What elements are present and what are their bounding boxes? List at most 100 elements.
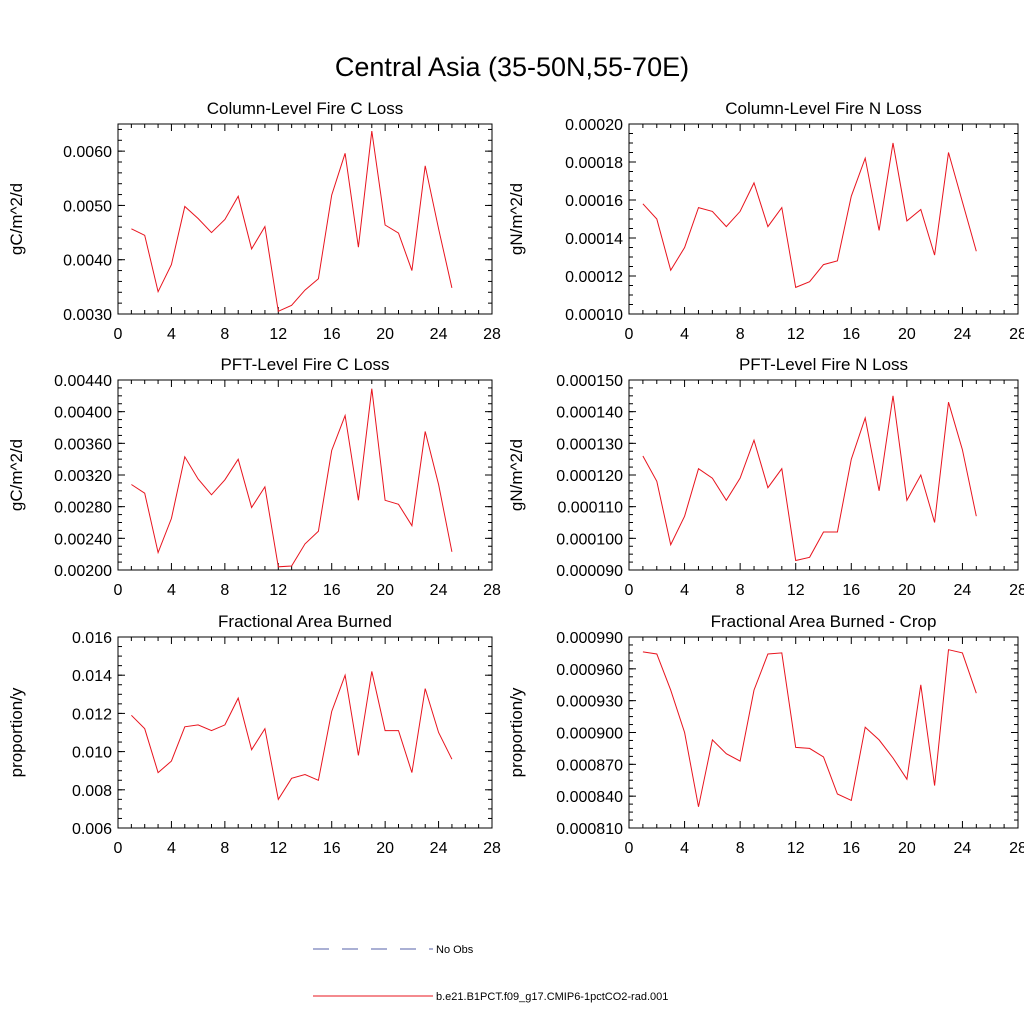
y-tick-label: 0.000150 [556,373,623,390]
y-tick-label: 0.000110 [557,500,623,517]
y-tick-label: 0.00016 [565,193,623,210]
y-tick-label: 0.010 [72,745,112,762]
panel-title: Column-Level Fire C Loss [207,99,404,118]
x-tick-label: 4 [167,582,176,599]
y-tick-label: 0.00018 [565,155,623,172]
y-tick-label: 0.016 [72,630,112,647]
y-tick-label: 0.00014 [565,231,623,248]
x-tick-label: 0 [114,840,123,857]
legend: No Obs b.e21.B1PCT.f09_g17.CMIP6-1pctCO2… [313,944,668,1003]
y-tick-label: 0.000140 [556,405,623,422]
y-tick-label: 0.006 [72,821,112,838]
x-tick-label: 16 [323,840,341,857]
legend-label-model: b.e21.B1PCT.f09_g17.CMIP6-1pctCO2-rad.00… [436,991,668,1003]
y-tick-label: 0.00010 [565,307,623,324]
y-tick-label: 0.008 [72,783,112,800]
series-line [131,671,453,801]
x-tick-label: 16 [842,582,860,599]
panel-title: Column-Level Fire N Loss [725,99,922,118]
y-tick-label: 0.000900 [556,726,623,743]
x-tick-label: 24 [954,582,972,599]
x-tick-label: 28 [483,326,501,343]
panel-1: 0 4 8 12 16 20 24 28 0.0030 0.0040 0.0050 0.0060 Col… [7,99,501,343]
y-axis-label: gC/m^2/d [7,439,26,511]
x-tick-label: 20 [898,840,916,857]
x-tick-label: 12 [787,582,805,599]
x-tick-label: 4 [167,840,176,857]
plot-frame [628,636,1019,829]
y-tick-label: 0.000840 [556,789,623,806]
panel-title: PFT-Level Fire C Loss [220,355,389,374]
panel-4: 0 4 8 12 16 20 24 28 0.000090 0.000100 0.000110 0.0… [507,355,1024,599]
x-tick-label: 28 [483,840,501,857]
plot-frame [117,123,493,315]
y-tick-label: 0.00400 [54,405,112,422]
x-tick-label: 24 [954,326,972,343]
plot-frame [628,123,1019,315]
y-axis-label: gN/m^2/d [507,183,526,255]
y-tick-label: 0.000870 [556,757,623,774]
y-axis-label: proportion/y [507,687,526,777]
panel-2: 0 4 8 12 16 20 24 28 0.00010 0.00012 0.00014 0.0001… [507,99,1024,343]
x-tick-label: 16 [842,840,860,857]
y-tick-label: 0.00012 [565,269,623,286]
y-axis-label: gC/m^2/d [7,183,26,255]
x-tick-label: 16 [323,326,341,343]
y-tick-label: 0.0030 [63,307,112,324]
x-tick-label: 0 [625,582,634,599]
y-tick-label: 0.00200 [54,563,112,580]
x-tick-label: 4 [680,582,689,599]
x-tick-label: 12 [269,840,287,857]
figure-title: Central Asia (35-50N,55-70E) [335,52,689,82]
x-tick-label: 28 [1009,326,1024,343]
x-tick-label: 28 [1009,582,1024,599]
panel-6: 0 4 8 12 16 20 24 28 0.000810 0.000840 0.000870 0.0… [507,612,1024,857]
y-tick-label: 0.000100 [556,531,623,548]
series-line [642,395,977,562]
y-axis-label: gN/m^2/d [507,439,526,511]
x-tick-label: 0 [114,326,123,343]
x-tick-label: 20 [376,326,394,343]
x-tick-label: 4 [680,840,689,857]
x-tick-label: 0 [625,840,634,857]
x-tick-label: 24 [430,840,448,857]
x-tick-label: 8 [736,326,745,343]
y-tick-label: 0.0040 [63,253,112,270]
y-tick-label: 0.000960 [556,662,623,679]
x-tick-label: 8 [736,840,745,857]
y-tick-label: 0.0050 [63,198,112,215]
x-tick-label: 24 [954,840,972,857]
x-tick-label: 12 [269,326,287,343]
x-tick-label: 16 [842,326,860,343]
panels: 0 4 8 12 16 20 24 280.00300.00400.00500.0060Col… [7,99,1024,857]
legend-label-no-obs: No Obs [436,944,474,956]
panel-title: PFT-Level Fire N Loss [739,355,908,374]
series-line [642,142,977,289]
panel-5: 0 4 8 12 16 20 24 28 0.006 0.008 0.010 0.012 0.014 0.… [7,612,501,857]
series-line [131,131,453,313]
panel-title: Fractional Area Burned [218,612,392,631]
x-tick-label: 20 [376,582,394,599]
series-line [642,649,977,807]
panel-3: 0 4 8 12 16 20 24 28 0.00200 0.00240 0.00280 0.0032… [7,355,501,599]
x-tick-label: 24 [430,326,448,343]
y-tick-label: 0.00280 [54,500,112,517]
y-tick-label: 0.000090 [556,563,623,580]
y-tick-label: 0.0060 [63,144,112,161]
x-tick-label: 8 [220,840,229,857]
x-tick-label: 12 [787,840,805,857]
x-tick-label: 8 [220,326,229,343]
y-tick-label: 0.000930 [556,694,623,711]
x-tick-label: 24 [430,582,448,599]
plot-frame [117,636,493,829]
panel-title: Fractional Area Burned - Crop [711,612,937,631]
y-tick-label: 0.00320 [54,468,112,485]
x-tick-label: 16 [323,582,341,599]
y-tick-label: 0.00360 [54,436,112,453]
y-tick-label: 0.00240 [54,531,112,548]
plot-frame [628,379,1019,571]
x-tick-label: 12 [787,326,805,343]
y-tick-label: 0.014 [72,668,112,685]
x-tick-label: 28 [1009,840,1024,857]
